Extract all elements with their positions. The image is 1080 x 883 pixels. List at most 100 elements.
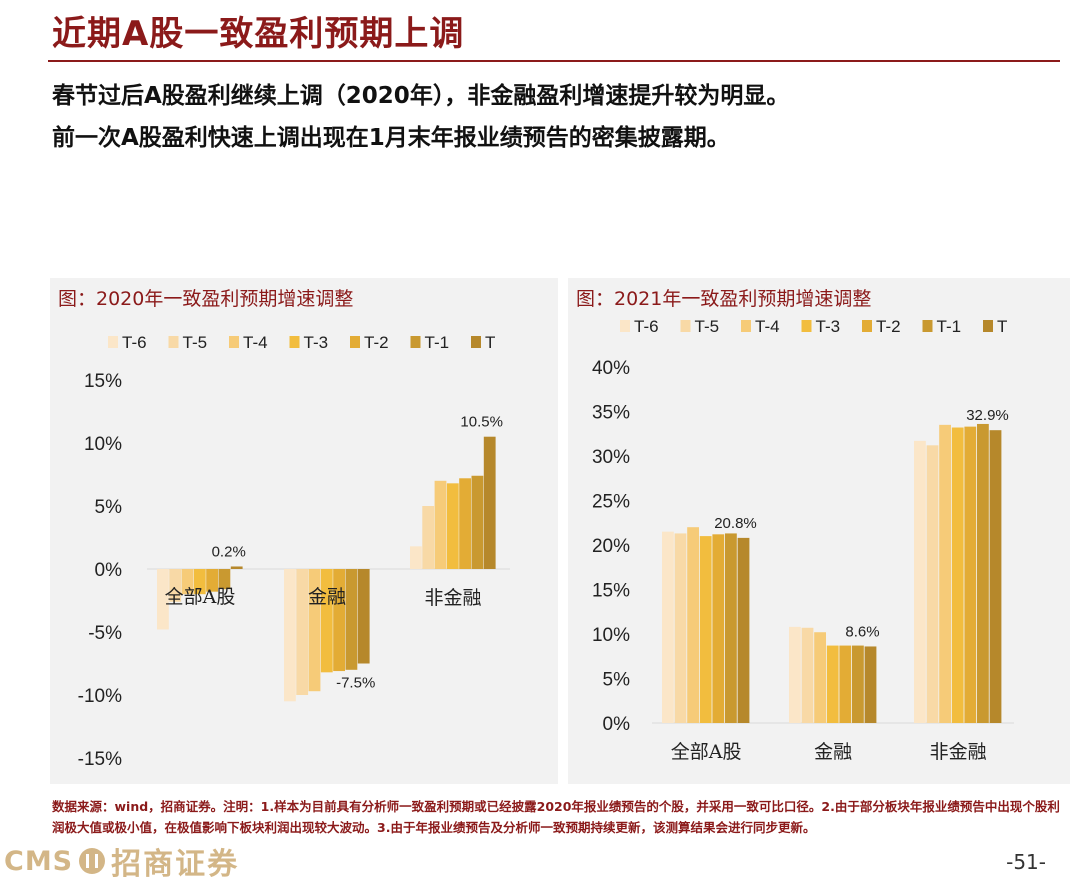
legend-label: T-2	[876, 317, 901, 336]
bar	[712, 534, 725, 723]
headline-2: 前一次A股盈利快速上调出现在1月末年报业绩预告的密集披露期。	[52, 125, 730, 151]
bar	[737, 537, 750, 723]
y-tick-label: 10%	[592, 625, 630, 646]
y-tick-label: 10%	[84, 434, 122, 455]
legend-label: T-5	[695, 317, 720, 336]
bar	[308, 569, 321, 692]
y-tick-label: -15%	[78, 749, 122, 770]
data-label: 0.2%	[212, 543, 246, 560]
legend-label: T	[485, 333, 495, 352]
bar	[410, 546, 422, 569]
legend-label: T	[997, 317, 1007, 336]
legend-swatch	[471, 336, 481, 348]
legend-swatch	[229, 336, 239, 348]
bar	[801, 627, 814, 723]
legend-swatch	[350, 336, 360, 348]
bar	[964, 426, 977, 723]
y-tick-label: 0%	[603, 714, 631, 735]
data-label: 10.5%	[460, 414, 503, 431]
y-tick-label: -5%	[88, 623, 122, 644]
legend-label: T-4	[243, 333, 268, 352]
y-tick-label: 0%	[95, 560, 123, 581]
bar	[914, 440, 926, 723]
legend-label: T-3	[304, 333, 329, 352]
legend-label: T-3	[816, 317, 841, 336]
logo-text-en: CMS	[4, 845, 74, 877]
legend-label: T-5	[183, 333, 208, 352]
logo-text-cn: 招商证券	[111, 847, 240, 882]
bar	[446, 483, 459, 569]
y-tick-label: 5%	[95, 497, 123, 518]
data-label: 8.6%	[845, 623, 879, 640]
bar	[230, 566, 243, 569]
bar	[687, 527, 699, 723]
y-tick-label: 15%	[592, 581, 630, 602]
bar	[333, 569, 345, 672]
title-rule	[48, 60, 1060, 62]
legend-swatch	[289, 336, 300, 348]
bar	[662, 531, 674, 723]
legend-label: T-6	[634, 317, 659, 336]
y-tick-label: 40%	[592, 358, 630, 379]
category-label: 非金融	[930, 741, 987, 763]
legend-swatch	[983, 320, 993, 332]
bar	[977, 423, 989, 723]
legend-label: T-1	[425, 333, 450, 352]
page-number: -51-	[1006, 850, 1046, 874]
y-tick-label: 15%	[84, 371, 122, 392]
bar	[699, 536, 712, 723]
legend-swatch	[410, 336, 421, 348]
bar	[157, 569, 169, 630]
category-label: 全部A股	[165, 586, 236, 608]
bar	[181, 569, 194, 595]
bar	[459, 478, 471, 569]
bar	[357, 569, 370, 664]
legend-swatch	[108, 336, 118, 348]
bar	[471, 475, 484, 569]
bar	[674, 533, 687, 723]
bar	[839, 645, 852, 723]
y-tick-label: 30%	[592, 447, 630, 468]
bar	[939, 424, 951, 723]
page-title: 近期A股一致盈利预期上调	[52, 14, 465, 54]
chart-2020: T-6 T-5 T-4 T-3 T-2 T-1 T 15% 10% 5% 0% -5% -10% -15%…	[78, 333, 510, 770]
legend-label: T-4	[755, 317, 780, 336]
headline-1: 春节过后A股盈利继续上调（2020年），非金融盈利增速提升较为明显。	[52, 83, 790, 109]
y-tick-label: 20%	[592, 536, 630, 557]
y-tick-label: 25%	[592, 492, 630, 513]
category-label: 金融	[814, 741, 852, 763]
bar	[926, 445, 939, 723]
y-tick-label: 5%	[603, 670, 631, 691]
legend-swatch	[680, 320, 691, 332]
bar	[725, 533, 737, 723]
y-tick-label: -10%	[78, 686, 122, 707]
bar	[814, 632, 826, 723]
bar	[483, 436, 496, 569]
bar	[206, 569, 218, 592]
y-tick-label: 35%	[592, 403, 630, 424]
chart-panel-2021: 图：2021年一致盈利预期增速调整 T-6 T-5 T-4 T-3 T-2 T-1 T 40%…	[568, 278, 1070, 784]
legend-swatch	[620, 320, 630, 332]
legend-swatch	[862, 320, 872, 332]
bar	[345, 569, 358, 670]
bar	[789, 626, 801, 723]
legend-swatch	[168, 336, 179, 348]
bar	[169, 569, 182, 602]
legend-label: T-1	[937, 317, 962, 336]
footnote: 数据来源：wind，招商证券。注明：1.样本为目前具有分析师一致盈利预期或已经披…	[52, 799, 1060, 835]
chart-title-2021: 图：2021年一致盈利预期增速调整	[576, 288, 872, 310]
chart-2021: T-6 T-5 T-4 T-3 T-2 T-1 T 40% 35% 30% 25% 20% 15% 10%…	[592, 317, 1014, 763]
bar	[826, 645, 839, 723]
data-label: -7.5%	[336, 675, 375, 692]
data-label: 32.9%	[966, 407, 1009, 424]
company-logo: CMS 招商证券	[4, 842, 240, 883]
bar	[320, 569, 333, 673]
category-label: 金融	[308, 586, 346, 608]
chart-panel-2020: 图：2020年一致盈利预期增速调整 T-6 T-5 T-4 T-3 T-2 T-1 T 15%…	[50, 278, 558, 784]
bar	[193, 569, 206, 595]
category-label: 全部A股	[671, 741, 742, 763]
legend-swatch	[922, 320, 933, 332]
data-label: 20.8%	[714, 515, 757, 532]
legend-swatch	[741, 320, 751, 332]
legend-label: T-2	[364, 333, 389, 352]
